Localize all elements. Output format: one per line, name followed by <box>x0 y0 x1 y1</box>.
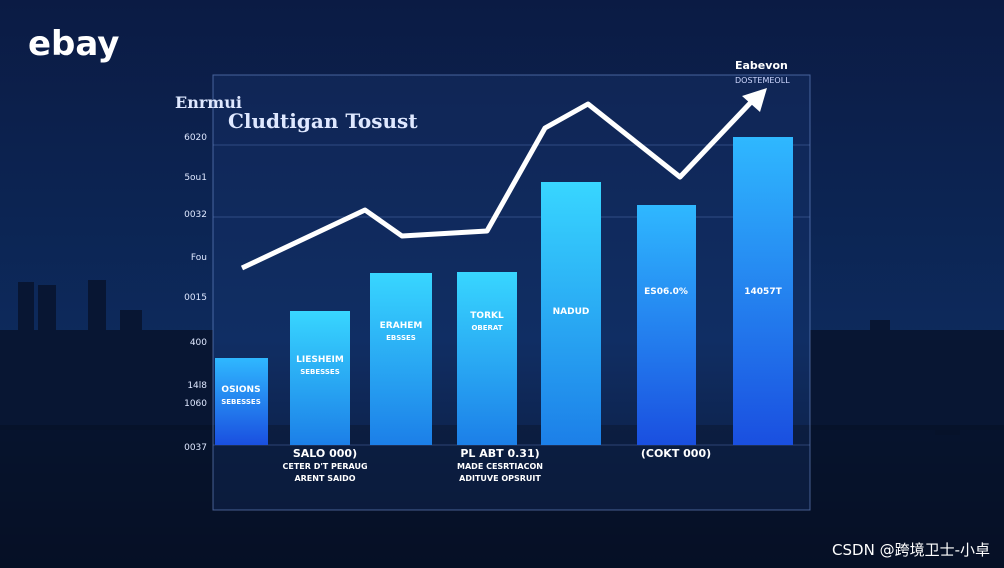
bar-label: OSIONS <box>221 385 260 395</box>
badge-subtitle: DOSTEMEOLL <box>735 76 790 85</box>
badge-title: Eabevon <box>735 59 788 72</box>
logo: ebay <box>28 24 119 64</box>
footer-text: ARENT SAIDO <box>294 474 355 483</box>
bar-label: NADUD <box>553 307 590 317</box>
skyline <box>0 280 1004 435</box>
axis-label: 5ou1 <box>184 173 207 183</box>
bar-label: ES06.0% <box>644 287 688 297</box>
footer-text: PL ABT 0.31) <box>460 447 539 460</box>
footer-text: ADITUVE OPSRUIT <box>459 474 541 483</box>
bar-label: EBSSES <box>386 334 416 342</box>
water <box>0 425 1004 568</box>
axis-label: 0015 <box>184 293 207 303</box>
axis-label: 0032 <box>184 210 207 220</box>
heading-small: Enrmui <box>175 93 242 112</box>
footer: SALO 000) CETER D'T PERAUG ARENT SAIDO PL A… <box>282 447 711 483</box>
bar-label: OBERAT <box>471 324 502 332</box>
bar-label: ERAHEM <box>380 321 423 331</box>
axis-label: 0037 <box>184 443 207 453</box>
footer-text: MADE CESRTIACON <box>457 462 543 471</box>
bar-label: 14057T <box>744 287 782 297</box>
bar-label: TORKL <box>470 311 504 321</box>
axis-label: 14l8 <box>187 381 207 391</box>
axis-label: 400 <box>190 338 207 348</box>
bar-label: LIESHEIM <box>296 355 344 365</box>
bars <box>215 137 793 445</box>
watermark: CSDN @跨境卫士-小卓 <box>832 541 990 559</box>
footer-text: CETER D'T PERAUG <box>282 462 367 471</box>
heading-title: Cludtigan Tosust <box>228 109 418 133</box>
footer-text: SALO 000) <box>293 447 357 460</box>
axis-labels: 6020 5ou1 0032 Fou 0015 400 14l8 1060 0037 <box>184 133 207 453</box>
arrow-head <box>742 88 767 112</box>
bar-label: SEBESSES <box>221 398 261 406</box>
trend-line <box>240 96 757 271</box>
axis-label: 6020 <box>184 133 207 143</box>
bar-labels: OSIONS SEBESSES LIESHEIM SEBESSES ERAHEM EBSS… <box>221 287 782 406</box>
bar-label: SEBESSES <box>300 368 340 376</box>
axis-label: Fou <box>191 253 207 263</box>
axis-label: 1060 <box>184 399 207 409</box>
footer-text: (COKT 000) <box>641 447 711 460</box>
